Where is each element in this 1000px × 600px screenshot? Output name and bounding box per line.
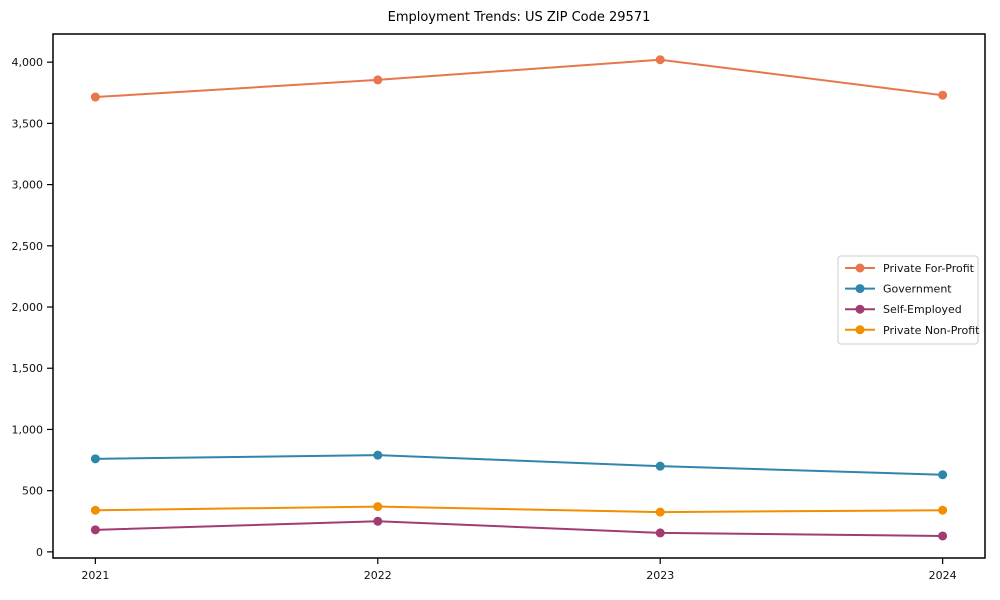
data-point-private-for-profit <box>938 90 948 100</box>
series-line-private-for-profit <box>95 58 943 99</box>
series-line-self-employed <box>95 520 943 537</box>
data-point-self-employed <box>373 516 383 526</box>
y-axis-tick-label: 1,500 <box>12 362 44 375</box>
data-point-private-for-profit <box>655 55 665 65</box>
data-point-private-non-profit <box>938 505 948 515</box>
legend-marker <box>855 304 865 314</box>
x-axis-tick-label: 2024 <box>929 569 957 582</box>
legend-label: Private Non-Profit <box>883 324 980 337</box>
data-point-government <box>90 454 100 464</box>
data-point-government <box>938 470 948 480</box>
legend-label: Government <box>883 283 952 296</box>
data-point-private-for-profit <box>373 75 383 85</box>
y-axis-tick-label: 2,500 <box>12 240 44 253</box>
data-point-private-for-profit <box>90 92 100 102</box>
data-point-private-non-profit <box>655 507 665 517</box>
y-axis-tick-label: 500 <box>22 485 43 498</box>
y-axis-tick-label: 3,500 <box>12 117 44 130</box>
legend-marker <box>855 263 865 273</box>
y-axis-tick-label: 0 <box>36 546 43 559</box>
y-axis-tick-label: 2,000 <box>12 301 44 314</box>
data-point-government <box>373 450 383 460</box>
series-line-government <box>95 454 943 476</box>
legend-box <box>837 255 979 345</box>
data-point-self-employed <box>90 525 100 535</box>
x-axis-tick-label: 2021 <box>81 569 109 582</box>
legend-marker <box>855 284 865 294</box>
data-point-government <box>655 461 665 471</box>
y-axis-tick-label: 1,000 <box>12 423 44 436</box>
chart-title: Employment Trends: US ZIP Code 29571 <box>387 10 651 25</box>
series-line-private-non-profit <box>95 505 943 514</box>
plot-frame <box>52 33 986 559</box>
data-point-private-non-profit <box>90 505 100 515</box>
x-axis-tick-label: 2022 <box>364 569 392 582</box>
data-point-self-employed <box>938 531 948 541</box>
legend-marker <box>855 325 865 335</box>
data-point-private-non-profit <box>373 502 383 512</box>
data-point-self-employed <box>655 528 665 538</box>
legend-label: Self-Employed <box>883 303 962 316</box>
legend-label: Private For-Profit <box>883 262 975 275</box>
y-axis-tick-label: 4,000 <box>12 56 44 69</box>
x-axis-tick-label: 2023 <box>646 569 674 582</box>
y-axis-tick-label: 3,000 <box>12 179 44 192</box>
